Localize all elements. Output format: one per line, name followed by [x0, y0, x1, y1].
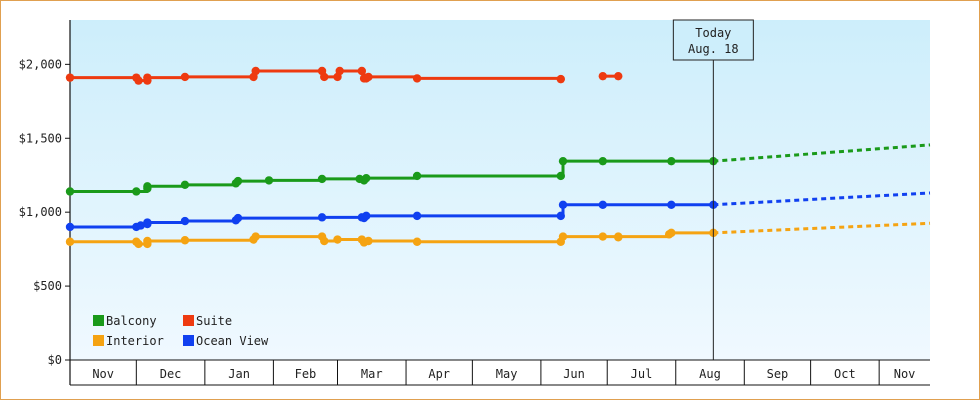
today-marker-group: Today Aug. 18 — [672, 19, 754, 360]
data-point-interior-10 — [333, 235, 342, 244]
x-tick-label-dec-1: Dec — [160, 367, 182, 381]
data-point-interior-5 — [180, 236, 190, 245]
data-point-interior-21 — [667, 228, 676, 238]
data-point-ocean-view-5 — [180, 216, 190, 226]
data-point-suite-2 — [134, 76, 143, 85]
x-tick-label-mar-4: Mar — [361, 367, 383, 381]
legend: Balcony Suite Interior Ocean View — [93, 314, 269, 348]
data-point-balcony-11 — [362, 173, 371, 183]
data-point-ocean-view-11 — [362, 211, 371, 221]
data-point-balcony-13 — [556, 171, 565, 181]
legend-label-interior: Interior — [106, 334, 164, 348]
data-point-ocean-view-2 — [136, 221, 145, 230]
y-tick-label-1: $500 — [33, 279, 62, 293]
x-tick-label-nov-0: Nov — [92, 367, 114, 381]
data-point-balcony-16 — [667, 156, 676, 166]
data-point-interior-4 — [143, 236, 152, 246]
x-tick-label-nov-12: Nov — [894, 367, 916, 381]
today-label-line1: Today — [695, 26, 731, 40]
data-point-balcony-1 — [132, 187, 141, 196]
legend-label-balcony: Balcony — [106, 314, 157, 328]
data-point-ocean-view-12 — [412, 211, 422, 221]
data-point-suite-0 — [65, 73, 75, 82]
x-tick-label-feb-3: Feb — [295, 367, 317, 381]
x-tick-label-may-6: May — [496, 367, 518, 381]
data-point-balcony-15 — [598, 156, 608, 166]
data-point-ocean-view-0 — [65, 222, 75, 232]
data-point-ocean-view-4 — [143, 218, 152, 227]
data-point-interior-16 — [558, 232, 568, 241]
forecast-line-balcony — [713, 143, 931, 163]
legend-swatch-suite — [183, 315, 194, 326]
x-tick-label-sep-10: Sep — [767, 367, 789, 381]
legend-label-ocean-view: Ocean View — [196, 334, 269, 348]
data-point-ocean-view-16 — [667, 200, 676, 209]
data-point-ocean-view-15 — [598, 200, 608, 209]
data-point-suite-9 — [320, 72, 329, 82]
data-point-balcony-12 — [412, 171, 422, 181]
today-label-box — [672, 19, 754, 61]
x-tick-label-jul-8: Jul — [631, 367, 653, 381]
data-point-balcony-6 — [233, 176, 243, 186]
today-label-line2: Aug. 18 — [688, 42, 739, 56]
y-tick-label-3: $1,500 — [19, 131, 62, 145]
data-point-ocean-view-14 — [558, 200, 568, 209]
data-point-interior-2 — [134, 239, 143, 249]
legend-swatch-interior — [93, 335, 104, 346]
legend-label-suite: Suite — [196, 314, 232, 328]
x-tick-label-aug-9: Aug — [699, 367, 721, 381]
legend-swatch-ocean-view — [183, 335, 194, 346]
plot-background — [70, 20, 930, 360]
axes-group: $0 $500 $1,000 $1,500 $2,000 Nov Dec Jan Feb Mar A… — [19, 20, 930, 386]
data-point-suite-2-1 — [614, 71, 623, 81]
data-point-interior-19 — [614, 232, 623, 241]
data-point-interior-9 — [320, 236, 329, 246]
x-tick-label-jun-7: Jun — [563, 367, 585, 381]
data-point-suite-16 — [412, 74, 422, 83]
data-point-balcony-3 — [143, 182, 152, 191]
data-point-suite-12 — [357, 66, 367, 76]
data-point-suite-15 — [364, 72, 373, 82]
forecast-line-ocean-view — [713, 191, 931, 207]
y-tick-label-2: $1,000 — [19, 205, 62, 219]
data-point-balcony-0 — [65, 187, 75, 196]
data-point-suite-11 — [335, 66, 344, 76]
data-point-ocean-view-8 — [317, 213, 327, 222]
legend-swatch-balcony — [93, 315, 104, 326]
x-tick-label-jan-2: Jan — [228, 367, 250, 381]
data-point-suite-17 — [556, 74, 565, 84]
data-point-suite-5 — [180, 72, 190, 82]
data-point-balcony-8 — [317, 174, 327, 184]
x-tick-label-apr-5: Apr — [428, 367, 450, 381]
data-point-ocean-view-13 — [556, 211, 565, 221]
data-point-interior-7 — [251, 232, 260, 241]
data-point-balcony-4 — [180, 180, 190, 190]
data-point-balcony-14 — [558, 156, 568, 166]
data-point-interior-13 — [364, 236, 373, 246]
data-point-interior-0 — [65, 237, 75, 246]
data-point-ocean-view-7 — [233, 213, 243, 223]
y-tick-label-4: $2,000 — [19, 57, 62, 71]
data-point-interior-14 — [412, 237, 422, 246]
forecast-line-interior — [713, 221, 931, 235]
data-point-suite-4 — [143, 73, 152, 82]
data-point-interior-17 — [598, 232, 608, 241]
data-point-suite-2-0 — [598, 71, 608, 81]
data-point-suite-7 — [251, 66, 260, 76]
series-group — [65, 66, 931, 249]
data-point-balcony-7 — [264, 176, 274, 185]
x-tick-label-oct-11: Oct — [834, 367, 856, 381]
y-tick-label-0: $0 — [48, 353, 62, 367]
